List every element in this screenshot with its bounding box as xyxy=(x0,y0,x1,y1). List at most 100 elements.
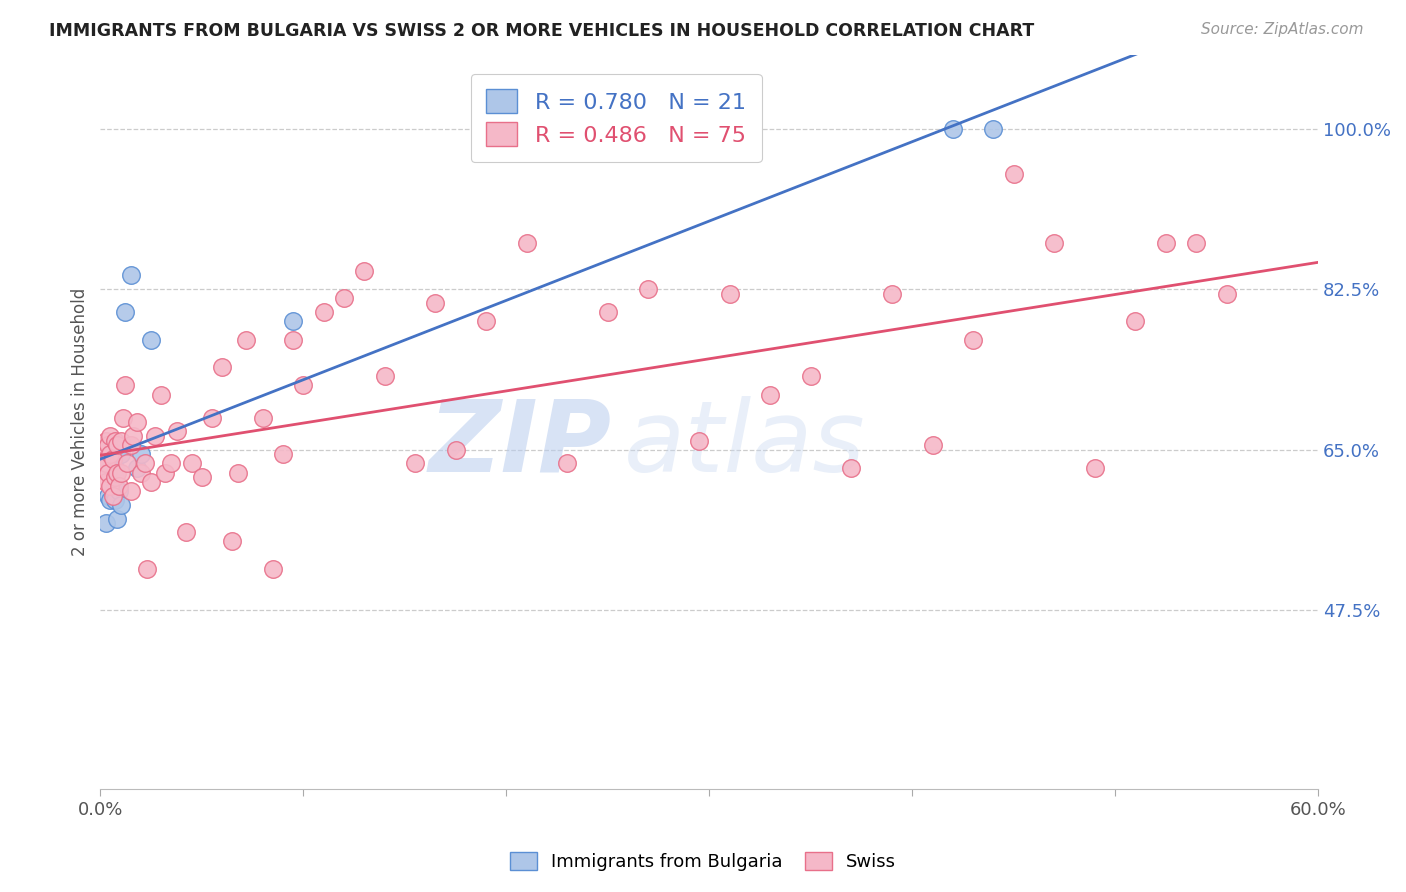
Point xyxy=(1185,236,1208,251)
Point xyxy=(100,479,122,493)
Point xyxy=(139,475,162,489)
Point xyxy=(105,466,128,480)
Point xyxy=(555,457,578,471)
Point xyxy=(101,451,124,466)
Text: IMMIGRANTS FROM BULGARIA VS SWISS 2 OR MORE VEHICLES IN HOUSEHOLD CORRELATION CH: IMMIGRANTS FROM BULGARIA VS SWISS 2 OR M… xyxy=(49,22,1035,40)
Point xyxy=(105,511,128,525)
Point xyxy=(1002,168,1025,182)
Point xyxy=(1043,236,1066,251)
Point xyxy=(96,475,118,489)
Point xyxy=(262,562,284,576)
Point xyxy=(425,296,447,310)
Point xyxy=(100,461,122,475)
Point xyxy=(688,434,710,448)
Point xyxy=(96,516,118,530)
Point xyxy=(1125,314,1147,328)
Point xyxy=(134,457,156,471)
Point xyxy=(759,387,782,401)
Point xyxy=(115,457,138,471)
Point xyxy=(110,447,132,461)
Point xyxy=(114,378,136,392)
Point xyxy=(100,447,122,461)
Point xyxy=(180,457,202,471)
Point xyxy=(201,410,224,425)
Point xyxy=(292,378,315,392)
Point xyxy=(136,562,159,576)
Point xyxy=(839,461,862,475)
Point xyxy=(1216,286,1239,301)
Point xyxy=(191,470,214,484)
Point xyxy=(271,447,294,461)
Legend: Immigrants from Bulgaria, Swiss: Immigrants from Bulgaria, Swiss xyxy=(503,845,903,879)
Point xyxy=(312,305,335,319)
Point xyxy=(880,286,903,301)
Point xyxy=(228,466,250,480)
Point xyxy=(93,461,115,475)
Point xyxy=(105,438,128,452)
Point xyxy=(373,369,395,384)
Point xyxy=(174,525,197,540)
Point xyxy=(718,286,741,301)
Point xyxy=(211,360,233,375)
Point xyxy=(800,369,823,384)
Point xyxy=(983,121,1005,136)
Point xyxy=(404,457,426,471)
Point xyxy=(150,387,173,401)
Point xyxy=(125,415,148,429)
Y-axis label: 2 or more Vehicles in Household: 2 or more Vehicles in Household xyxy=(72,288,89,557)
Point xyxy=(101,438,124,452)
Point xyxy=(100,493,122,508)
Point xyxy=(103,470,125,484)
Point xyxy=(921,438,943,452)
Point xyxy=(129,466,152,480)
Point xyxy=(101,483,124,498)
Point xyxy=(105,447,128,461)
Point xyxy=(101,489,124,503)
Legend: R = 0.780   N = 21, R = 0.486   N = 75: R = 0.780 N = 21, R = 0.486 N = 75 xyxy=(471,74,762,162)
Point xyxy=(637,282,659,296)
Point xyxy=(139,333,162,347)
Point xyxy=(120,438,142,452)
Point xyxy=(120,268,142,283)
Point xyxy=(107,479,129,493)
Point xyxy=(155,466,177,480)
Point xyxy=(97,489,120,503)
Text: Source: ZipAtlas.com: Source: ZipAtlas.com xyxy=(1201,22,1364,37)
Point xyxy=(93,438,115,452)
Point xyxy=(1084,461,1107,475)
Point xyxy=(125,461,148,475)
Point xyxy=(252,410,274,425)
Point xyxy=(110,498,132,512)
Point xyxy=(444,442,467,457)
Point xyxy=(129,447,152,461)
Point xyxy=(121,429,143,443)
Point xyxy=(103,493,125,508)
Point xyxy=(111,410,134,425)
Point xyxy=(97,466,120,480)
Point xyxy=(96,457,118,471)
Point xyxy=(283,333,305,347)
Point xyxy=(221,534,243,549)
Text: ZIP: ZIP xyxy=(429,396,612,492)
Point xyxy=(110,466,132,480)
Point xyxy=(143,429,166,443)
Point xyxy=(110,434,132,448)
Point xyxy=(103,461,125,475)
Text: atlas: atlas xyxy=(624,396,866,492)
Point xyxy=(475,314,498,328)
Point xyxy=(120,483,142,498)
Point xyxy=(97,438,120,452)
Point xyxy=(596,305,619,319)
Point xyxy=(942,121,965,136)
Point xyxy=(1154,236,1177,251)
Point xyxy=(100,429,122,443)
Point xyxy=(516,236,538,251)
Point xyxy=(107,483,129,498)
Point xyxy=(114,305,136,319)
Point xyxy=(283,314,305,328)
Point xyxy=(96,434,118,448)
Point xyxy=(160,457,183,471)
Point xyxy=(166,425,188,439)
Point xyxy=(962,333,984,347)
Point xyxy=(333,291,356,305)
